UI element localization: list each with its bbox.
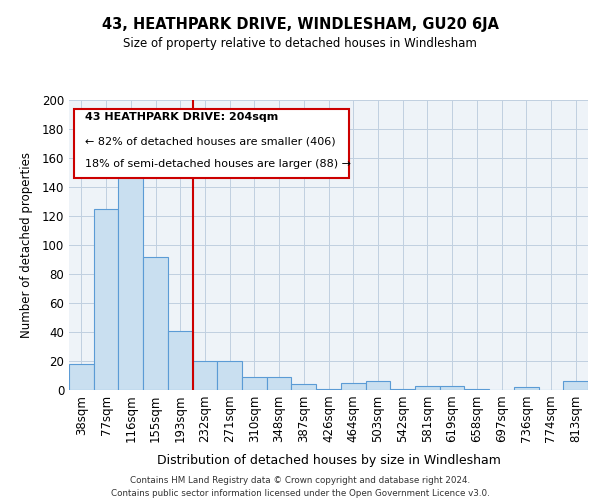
Bar — [390, 388, 415, 390]
Y-axis label: Number of detached properties: Number of detached properties — [20, 152, 34, 338]
Bar — [464, 388, 489, 390]
Bar — [440, 386, 464, 390]
Bar — [69, 364, 94, 390]
Bar — [341, 383, 365, 390]
Bar — [118, 160, 143, 390]
X-axis label: Distribution of detached houses by size in Windlesham: Distribution of detached houses by size … — [157, 454, 500, 466]
Bar — [94, 209, 118, 390]
Bar — [217, 361, 242, 390]
Bar — [365, 382, 390, 390]
Text: ← 82% of detached houses are smaller (406): ← 82% of detached houses are smaller (40… — [85, 136, 335, 146]
Bar — [514, 387, 539, 390]
FancyBboxPatch shape — [74, 108, 349, 178]
Bar — [267, 377, 292, 390]
Text: Size of property relative to detached houses in Windlesham: Size of property relative to detached ho… — [123, 38, 477, 51]
Bar — [563, 382, 588, 390]
Text: 43 HEATHPARK DRIVE: 204sqm: 43 HEATHPARK DRIVE: 204sqm — [85, 112, 278, 122]
Bar — [292, 384, 316, 390]
Text: 18% of semi-detached houses are larger (88) →: 18% of semi-detached houses are larger (… — [85, 160, 350, 170]
Bar — [193, 361, 217, 390]
Bar — [316, 388, 341, 390]
Text: 43, HEATHPARK DRIVE, WINDLESHAM, GU20 6JA: 43, HEATHPARK DRIVE, WINDLESHAM, GU20 6J… — [101, 18, 499, 32]
Bar — [242, 377, 267, 390]
Bar — [415, 386, 440, 390]
Bar — [143, 256, 168, 390]
Text: Contains HM Land Registry data © Crown copyright and database right 2024.
Contai: Contains HM Land Registry data © Crown c… — [110, 476, 490, 498]
Bar — [168, 330, 193, 390]
